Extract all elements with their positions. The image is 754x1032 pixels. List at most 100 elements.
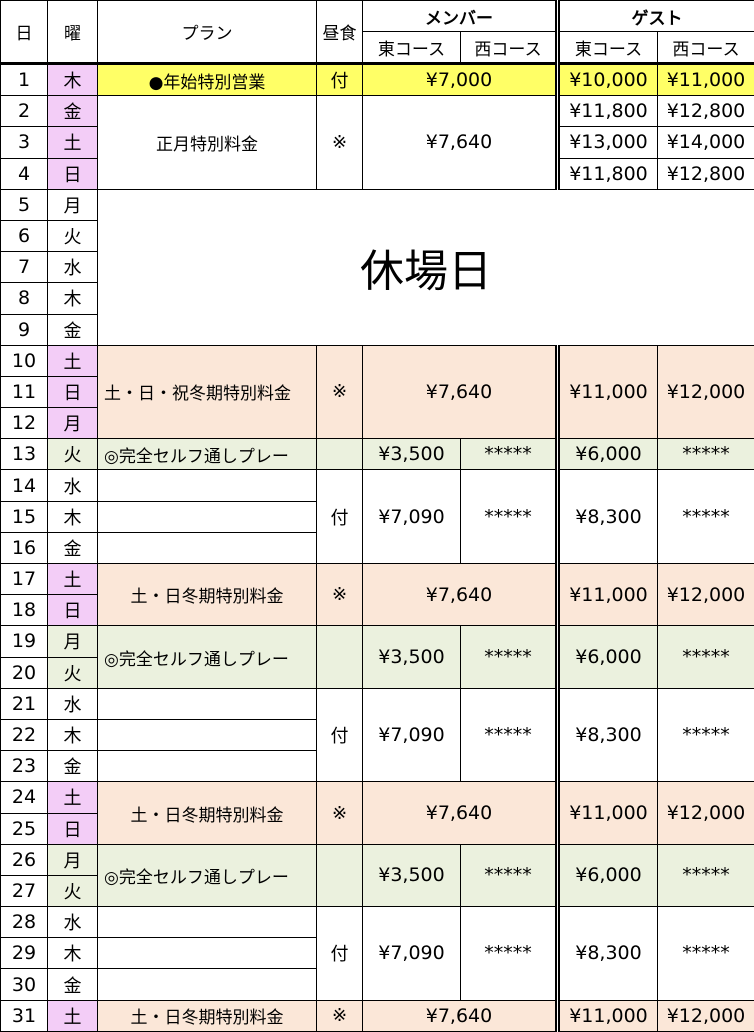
guest-west-price: ¥12,800 bbox=[658, 158, 754, 189]
lunch: 付 bbox=[317, 688, 363, 782]
day-number: 4 bbox=[1, 158, 48, 189]
member-price: ¥7,000 bbox=[363, 64, 558, 96]
header-lunch: 昼食 bbox=[317, 1, 363, 64]
guest-west-price: ¥12,000 bbox=[658, 782, 754, 844]
guest-west-price: ***** bbox=[658, 439, 754, 470]
day-number: 11 bbox=[1, 376, 48, 407]
weekday: 木 bbox=[48, 938, 98, 969]
header-member-east: 東コース bbox=[363, 32, 461, 64]
guest-west-price: ¥12,000 bbox=[658, 345, 754, 439]
weekday: 水 bbox=[48, 688, 98, 719]
day-number: 8 bbox=[1, 283, 48, 314]
day-number: 25 bbox=[1, 813, 48, 844]
guest-east-price: ¥11,000 bbox=[558, 564, 658, 626]
day-number: 28 bbox=[1, 907, 48, 938]
weekday: 水 bbox=[48, 907, 98, 938]
weekday: 木 bbox=[48, 64, 98, 96]
day-number: 29 bbox=[1, 938, 48, 969]
guest-east-price: ¥6,000 bbox=[558, 439, 658, 470]
day-number: 17 bbox=[1, 564, 48, 595]
weekday: 水 bbox=[48, 470, 98, 501]
day-number: 24 bbox=[1, 782, 48, 813]
lunch bbox=[317, 844, 363, 906]
plan-name: ◎完全セルフ通しプレー bbox=[98, 844, 317, 906]
day-number: 31 bbox=[1, 1000, 48, 1031]
guest-east-price: ¥11,000 bbox=[558, 782, 658, 844]
plan-name: 正月特別料金 bbox=[98, 96, 317, 190]
weekday: 月 bbox=[48, 844, 98, 875]
header-guest: ゲスト bbox=[558, 1, 754, 32]
guest-east-price: ¥10,000 bbox=[558, 64, 658, 96]
day-number: 22 bbox=[1, 719, 48, 750]
day-number: 16 bbox=[1, 532, 48, 563]
header-weekday: 曜 bbox=[48, 1, 98, 64]
guest-east-price: ¥11,000 bbox=[558, 1000, 658, 1031]
member-west-price: ***** bbox=[461, 688, 558, 782]
weekday: 日 bbox=[48, 376, 98, 407]
day-number: 18 bbox=[1, 595, 48, 626]
day-number: 10 bbox=[1, 345, 48, 376]
day-number: 19 bbox=[1, 626, 48, 657]
guest-east-price: ¥6,000 bbox=[558, 626, 658, 688]
header-day: 日 bbox=[1, 1, 48, 64]
guest-west-price: ¥12,800 bbox=[658, 96, 754, 127]
guest-west-price: ***** bbox=[658, 626, 754, 688]
weekday: 日 bbox=[48, 158, 98, 189]
lunch: 付 bbox=[317, 470, 363, 564]
member-price: ¥7,640 bbox=[363, 782, 558, 844]
day-number: 26 bbox=[1, 844, 48, 875]
lunch: ※ bbox=[317, 1000, 363, 1031]
member-east-price: ¥7,090 bbox=[363, 907, 461, 1001]
weekday: 土 bbox=[48, 345, 98, 376]
weekday: 金 bbox=[48, 751, 98, 782]
weekday: 火 bbox=[48, 439, 98, 470]
plan-name: ◎完全セルフ通しプレー bbox=[98, 626, 317, 688]
guest-east-price: ¥11,800 bbox=[558, 96, 658, 127]
weekday: 金 bbox=[48, 969, 98, 1000]
header-guest-east: 東コース bbox=[558, 32, 658, 64]
lunch: 付 bbox=[317, 64, 363, 96]
day-number: 2 bbox=[1, 96, 48, 127]
guest-east-price: ¥8,300 bbox=[558, 470, 658, 564]
member-price: ¥7,640 bbox=[363, 1000, 558, 1031]
weekday: 火 bbox=[48, 657, 98, 688]
member-west-price: ***** bbox=[461, 626, 558, 688]
guest-east-price: ¥6,000 bbox=[558, 844, 658, 906]
day-number: 7 bbox=[1, 252, 48, 283]
guest-west-price: ***** bbox=[658, 844, 754, 906]
weekday: 月 bbox=[48, 408, 98, 439]
guest-west-price: ***** bbox=[658, 688, 754, 782]
day-number: 30 bbox=[1, 969, 48, 1000]
plan-name: ◎完全セルフ通しプレー bbox=[98, 439, 317, 470]
weekday: 土 bbox=[48, 1000, 98, 1031]
guest-west-price: ***** bbox=[658, 907, 754, 1001]
lunch bbox=[317, 626, 363, 688]
member-price: ¥7,640 bbox=[363, 564, 558, 626]
day-number: 6 bbox=[1, 220, 48, 251]
weekday: 木 bbox=[48, 501, 98, 532]
guest-east-price: ¥8,300 bbox=[558, 907, 658, 1001]
plan-name-empty bbox=[98, 532, 317, 563]
day-number: 14 bbox=[1, 470, 48, 501]
weekday: 金 bbox=[48, 314, 98, 345]
weekday: 水 bbox=[48, 252, 98, 283]
day-number: 5 bbox=[1, 189, 48, 220]
plan-name-empty bbox=[98, 969, 317, 1000]
plan-name-empty bbox=[98, 470, 317, 501]
weekday: 土 bbox=[48, 782, 98, 813]
guest-east-price: ¥11,000 bbox=[558, 345, 658, 439]
plan-name-empty bbox=[98, 751, 317, 782]
lunch: ※ bbox=[317, 345, 363, 439]
lunch bbox=[317, 439, 363, 470]
day-number: 21 bbox=[1, 688, 48, 719]
lunch: ※ bbox=[317, 96, 363, 190]
